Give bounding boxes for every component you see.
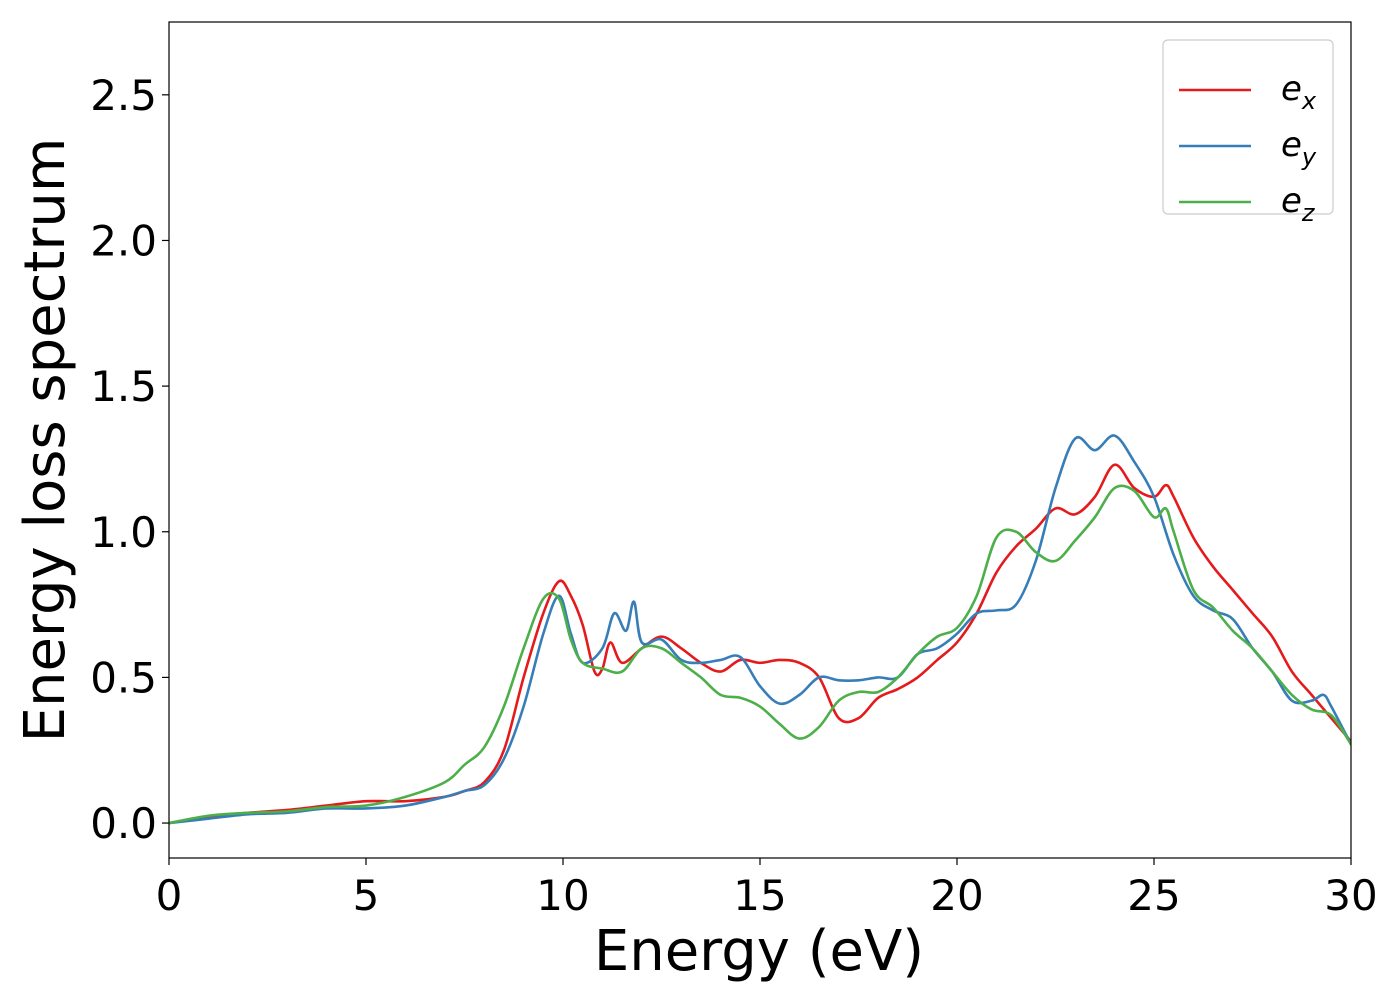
x-tick-label: 25 [1127,871,1180,920]
series-line-e-y [169,434,1351,825]
legend-label-e-x: ex [1281,69,1317,115]
y-tick-label: 1.0 [90,508,157,557]
legend: ex ey ez [1162,39,1334,227]
y-tick-label: 1.5 [90,362,157,411]
legend-box [1162,39,1334,215]
x-tick-label: 30 [1324,871,1377,920]
legend-label-e-z: ez [1281,181,1316,227]
series-line-e-z [169,484,1351,825]
x-tick-label: 15 [733,871,786,920]
series-line-e-x [169,463,1351,825]
y-tick-label: 2.5 [90,71,157,120]
x-tick-label: 10 [536,871,589,920]
axes-layer: 0 5 10 15 20 25 30 0.0 0.5 1.0 1.5 2.0 2.5 [90,21,1378,920]
y-axis-label: Energy loss spectrum [13,138,78,743]
y-tick-label: 2.0 [90,216,157,265]
x-tick-label: 0 [156,871,183,920]
x-axis-label: Energy (eV) [594,919,924,984]
y-tick-label: 0.5 [90,653,157,702]
legend-label-e-y: ey [1281,125,1317,171]
y-tick-label: 0.0 [90,799,157,848]
x-tick-label: 5 [353,871,380,920]
x-tick-label: 20 [930,871,983,920]
series-layer [169,434,1351,825]
